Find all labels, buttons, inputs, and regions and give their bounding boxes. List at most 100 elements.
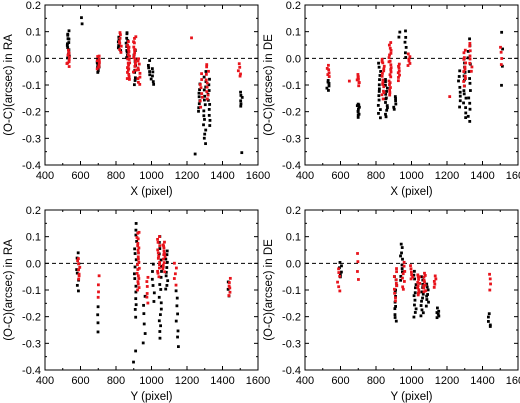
- data-point: [488, 277, 492, 281]
- data-point: [338, 261, 342, 264]
- data-point: [399, 278, 403, 282]
- data-point: [151, 270, 154, 273]
- data-point: [134, 349, 138, 353]
- data-point: [376, 104, 380, 107]
- y-tick-label: 0.2: [26, 0, 41, 12]
- data-point: [437, 314, 441, 318]
- y-axis-label: (O-C)(arcsec) in DE: [263, 34, 275, 136]
- series-red: [325, 41, 504, 101]
- data-point: [403, 40, 407, 44]
- data-point: [462, 89, 466, 93]
- x-tick-label: 600: [71, 375, 89, 387]
- data-point: [427, 300, 430, 304]
- data-point: [134, 303, 138, 307]
- data-point: [409, 270, 413, 274]
- data-point: [204, 85, 208, 89]
- data-point: [388, 59, 392, 63]
- data-point: [145, 295, 149, 299]
- data-point: [464, 111, 468, 115]
- data-point: [377, 111, 380, 115]
- data-point: [382, 69, 386, 73]
- data-point: [165, 249, 169, 253]
- data-point: [205, 90, 209, 94]
- data-point: [136, 257, 140, 261]
- plot-frame: [304, 4, 519, 166]
- data-point: [136, 282, 140, 286]
- data-point: [380, 74, 384, 78]
- data-point: [126, 43, 129, 47]
- data-point: [227, 281, 231, 284]
- data-point: [389, 66, 393, 70]
- y-axis-label: (O-C)(arcsec) in RA: [3, 34, 15, 136]
- data-point: [136, 66, 140, 70]
- data-point: [124, 41, 128, 45]
- data-point: [204, 78, 208, 82]
- data-point: [356, 107, 360, 111]
- data-point: [407, 57, 411, 61]
- data-point: [198, 88, 201, 92]
- data-point: [416, 286, 420, 290]
- data-point: [236, 69, 240, 73]
- data-point: [137, 286, 141, 289]
- data-point: [197, 95, 201, 99]
- data-point: [203, 132, 207, 136]
- data-point: [416, 281, 420, 284]
- data-point: [399, 274, 403, 278]
- x-tick-label: 1600: [246, 375, 270, 387]
- data-point: [163, 240, 166, 244]
- data-point: [464, 96, 468, 100]
- data-point: [382, 89, 385, 93]
- data-point: [462, 92, 466, 96]
- y-tick-label: 0.2: [26, 205, 41, 217]
- data-point: [80, 22, 84, 26]
- data-point: [156, 271, 160, 275]
- data-point: [127, 49, 131, 53]
- data-point: [403, 51, 407, 55]
- y-tick-label: 0.1: [26, 27, 41, 39]
- data-point: [381, 81, 385, 85]
- data-point: [203, 103, 207, 107]
- data-point: [489, 282, 492, 286]
- data-point: [381, 97, 385, 101]
- panel-2: 400 600 800 1000 1200 1400 1600 -0.4 -0.3 -0.2 -0.…: [263, 0, 520, 198]
- data-point: [388, 53, 391, 57]
- data-point: [132, 45, 136, 49]
- data-point: [132, 83, 136, 87]
- data-point: [152, 82, 156, 86]
- data-point: [157, 319, 161, 323]
- data-point: [462, 70, 466, 73]
- data-point: [177, 345, 180, 349]
- data-point: [157, 275, 161, 279]
- data-point: [126, 68, 130, 72]
- data-point: [417, 288, 421, 292]
- data-point: [239, 72, 242, 76]
- data-point: [501, 47, 504, 51]
- data-point: [418, 282, 422, 285]
- data-point: [381, 83, 385, 86]
- x-tick-label: 1400: [470, 375, 494, 387]
- data-point: [404, 56, 408, 59]
- data-point: [387, 43, 391, 47]
- data-point: [487, 312, 491, 316]
- data-point: [398, 73, 401, 77]
- data-point: [469, 89, 472, 92]
- x-tick-label: 1400: [210, 375, 234, 387]
- data-point: [499, 63, 503, 66]
- data-point: [126, 61, 130, 65]
- data-point: [77, 262, 80, 266]
- data-point: [422, 278, 426, 282]
- data-point: [134, 233, 138, 237]
- data-point: [133, 51, 137, 55]
- data-point: [394, 99, 397, 103]
- data-point: [401, 272, 405, 276]
- data-point: [420, 308, 424, 312]
- data-point: [401, 285, 405, 289]
- data-point: [239, 102, 243, 106]
- data-point: [205, 97, 209, 101]
- data-point: [136, 288, 139, 292]
- data-point: [161, 267, 165, 271]
- data-point: [96, 70, 100, 74]
- x-axis-label: Y (pixel): [391, 391, 433, 403]
- data-point: [419, 314, 423, 318]
- data-point: [425, 282, 429, 286]
